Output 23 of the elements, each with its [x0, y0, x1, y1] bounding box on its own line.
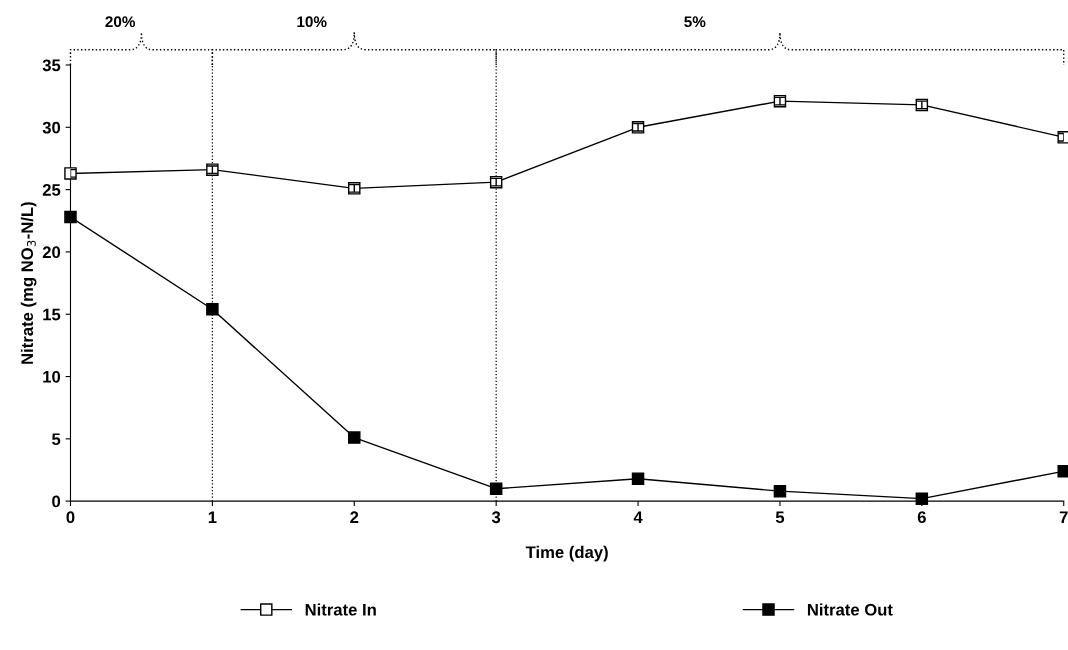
- y-tick-label: 5: [52, 433, 61, 446]
- x-tick-label: 5: [775, 511, 785, 524]
- x-tick-label: 3: [491, 511, 501, 524]
- y-tick-label: 10: [43, 370, 61, 383]
- text: 20%: [105, 16, 136, 28]
- y-tick-label: 20: [42, 246, 61, 259]
- x-tick-label: 4: [633, 511, 643, 523]
- x-tick-label: 1: [208, 511, 217, 523]
- y-tick-label: 30: [42, 121, 61, 134]
- x-tick-label: 6: [917, 511, 926, 524]
- x-tick-label: 0: [66, 511, 75, 524]
- y-tick-label: 0: [52, 495, 61, 508]
- legend-label: Nitrate Out: [807, 603, 893, 616]
- y-axis-title: Nitrate (mg NO$_{3}$-N/L): [20, 202, 37, 364]
- y-tick-label: 35: [42, 59, 61, 72]
- x-tick-label: 2: [350, 511, 359, 523]
- y-tick-label: 25: [42, 184, 61, 196]
- text: 10%: [297, 16, 327, 28]
- x-axis-title: Time (day): [525, 545, 608, 562]
- legend-label: Nitrate In: [305, 603, 376, 616]
- y-tick-label: 15: [43, 308, 61, 321]
- x-tick-label: 7: [1059, 511, 1068, 523]
- text: 5%: [684, 16, 706, 28]
